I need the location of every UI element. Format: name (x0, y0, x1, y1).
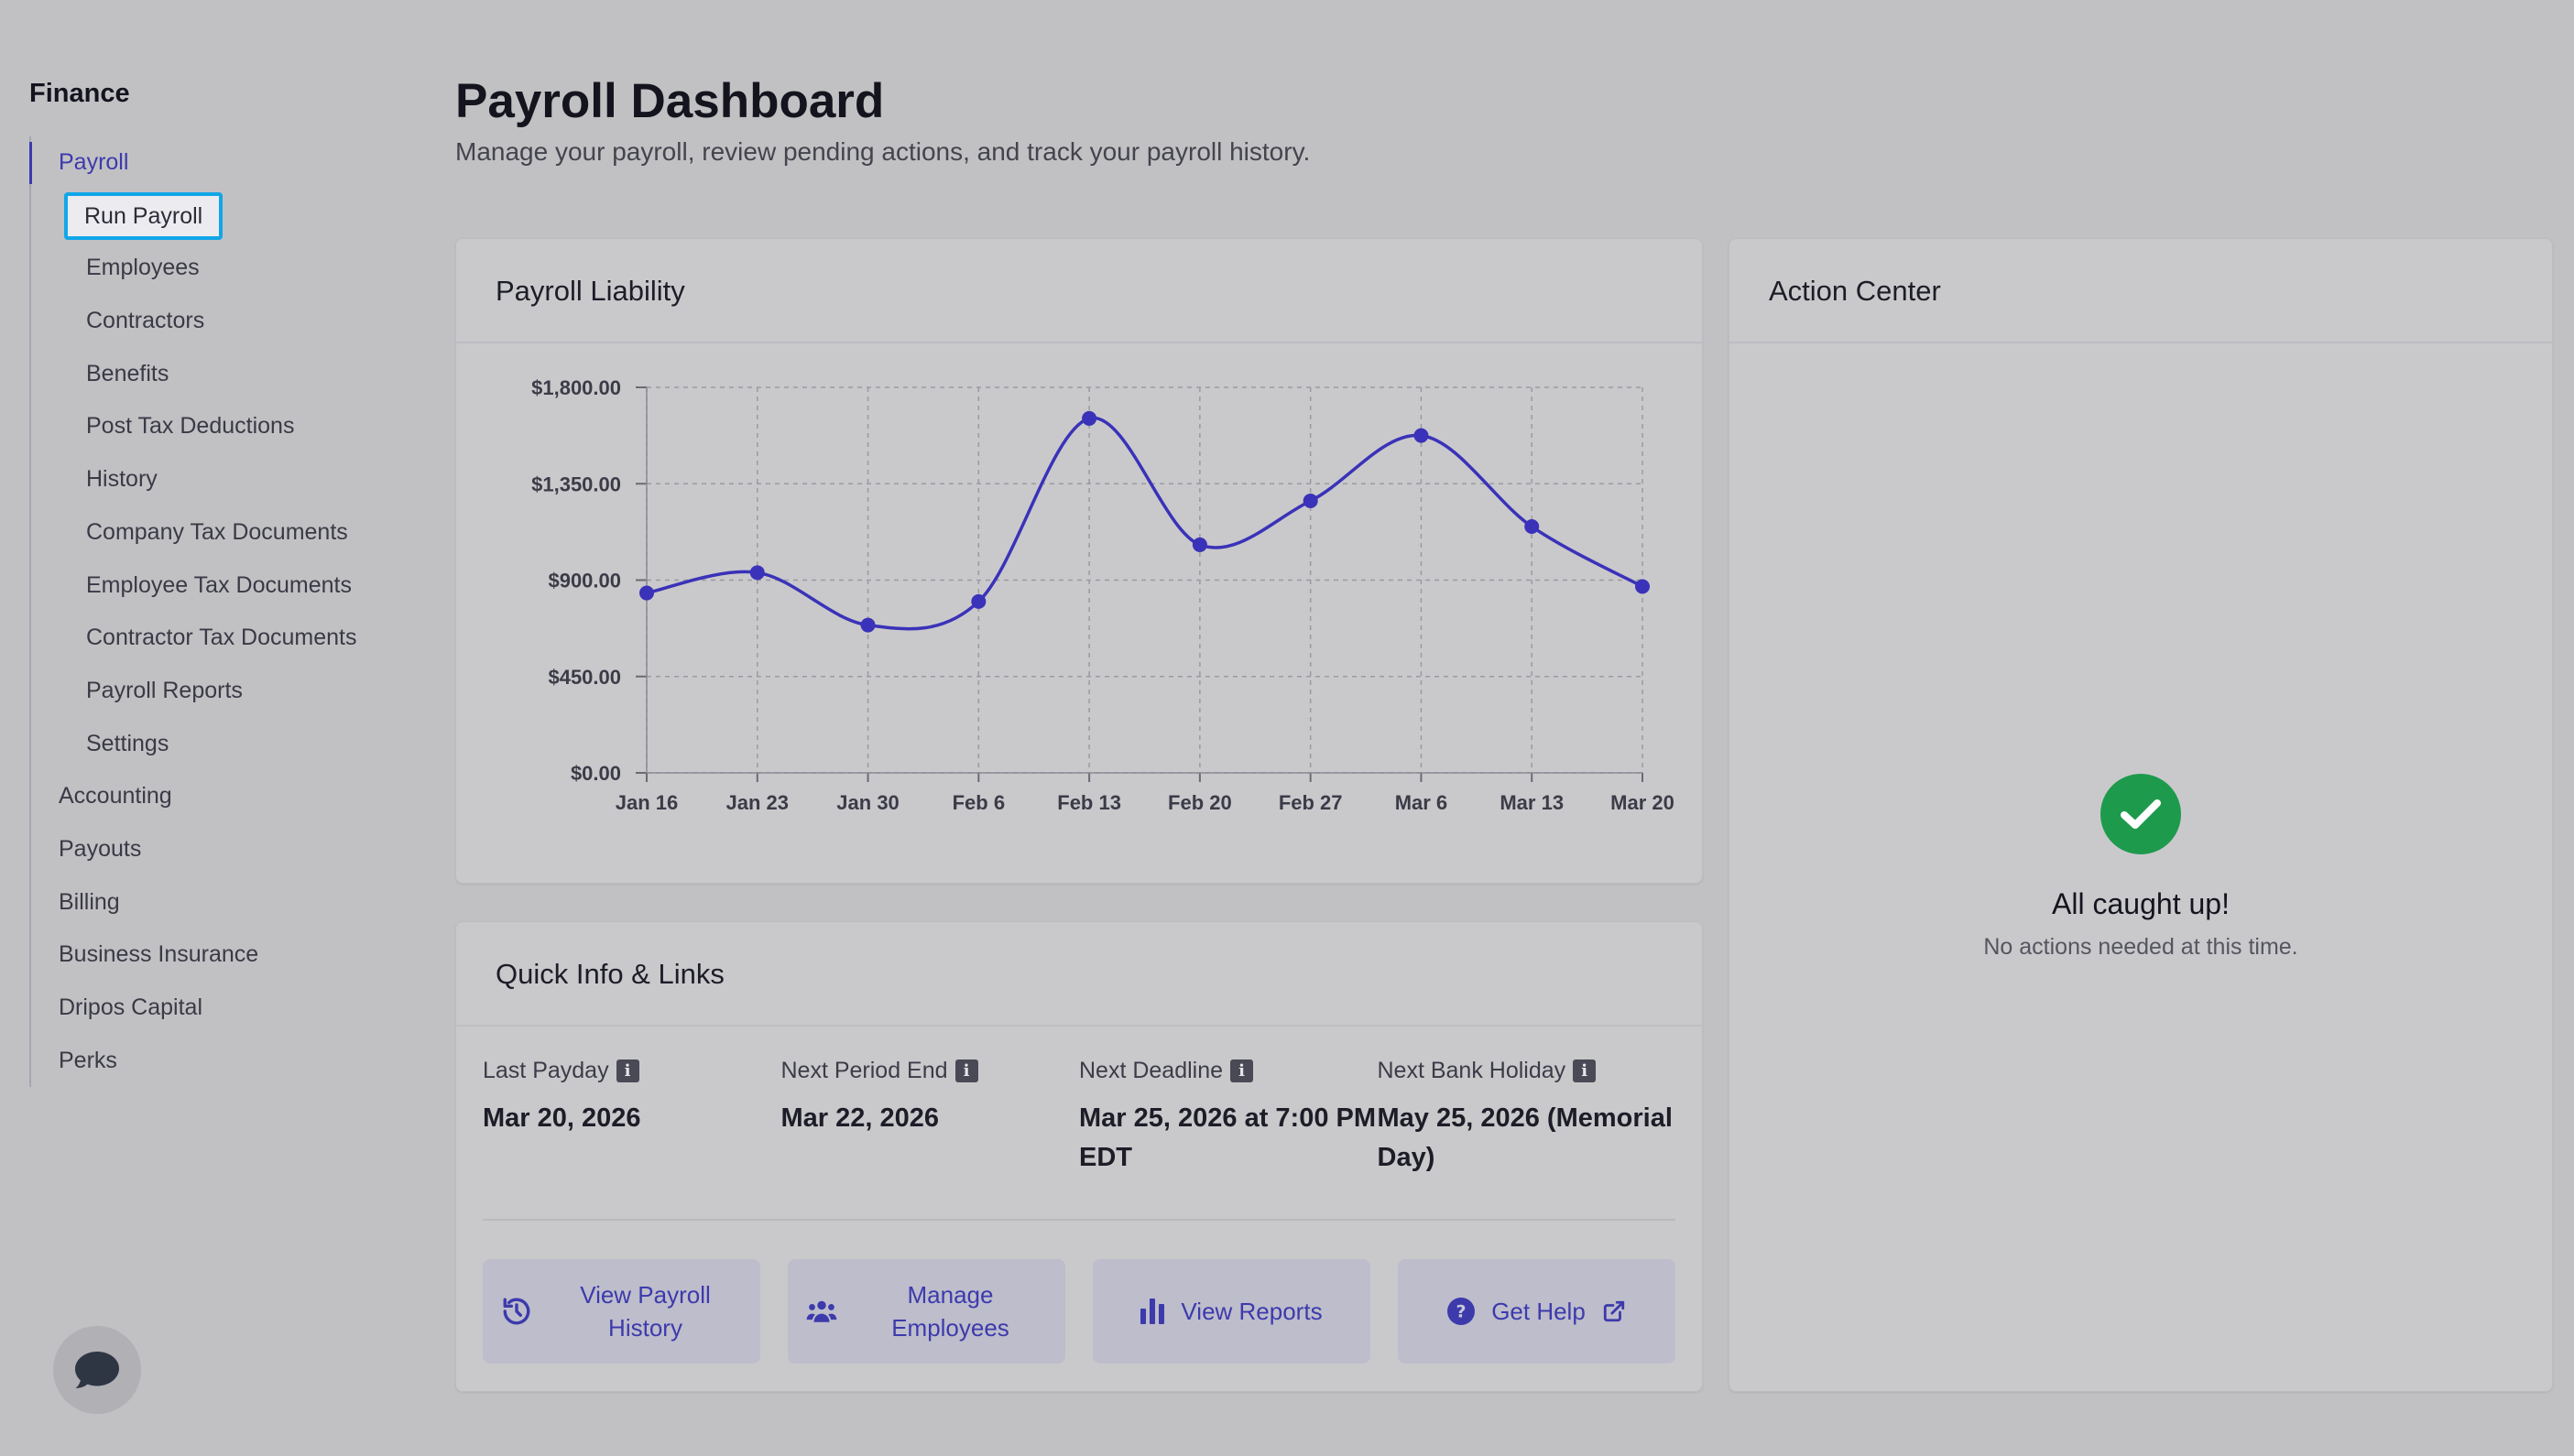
data-point (1413, 428, 1429, 443)
sidebar-item-billing[interactable]: Billing (59, 888, 120, 915)
empty-state: All caught up! No actions needed at this… (1729, 774, 2552, 961)
sidebar-item-perks[interactable]: Perks (59, 1047, 117, 1073)
quick-info-row: Last Payday i Mar 20, 2026 Next Period En… (483, 1058, 1675, 1178)
y-tick-label: $0.00 (571, 762, 621, 785)
data-point (1303, 493, 1318, 508)
info-value: Mar 22, 2026 (780, 1103, 940, 1133)
x-tick-label: Feb 27 (1279, 791, 1343, 814)
view-payroll-history-button[interactable]: View Payroll History (483, 1259, 760, 1364)
button-label: Get Help (1491, 1298, 1586, 1325)
sidebar-item-contractor-tax-documents[interactable]: Contractor Tax Documents (86, 625, 357, 651)
data-point (749, 565, 765, 581)
x-tick-label: Mar 13 (1500, 791, 1564, 814)
next-deadline-info: Next Deadline i Mar 25, 2026 at 7:00 PM E… (1079, 1058, 1378, 1178)
history-icon (503, 1298, 530, 1325)
sidebar-item-label: Run Payroll (64, 191, 224, 240)
info-label: Next Deadline (1079, 1058, 1224, 1083)
sidebar-item-dripos-capital[interactable]: Dripos Capital (59, 994, 203, 1020)
sidebar-item-run-payroll[interactable]: Run Payroll (31, 190, 414, 243)
finance-sidebar: Finance Payroll Run Payroll Employees Co… (29, 79, 414, 1088)
empty-state-title: All caught up! (2052, 887, 2230, 920)
card-title: Payroll Liability (456, 239, 1702, 343)
external-link-icon (1603, 1300, 1624, 1322)
y-tick-label: $900.00 (548, 570, 621, 592)
sidebar-item-settings[interactable]: Settings (86, 730, 169, 756)
data-point (860, 617, 876, 633)
last-payday-info: Last Payday i Mar 20, 2026 (483, 1058, 781, 1178)
card-title: Action Center (1729, 239, 2552, 343)
series-line (646, 416, 1643, 631)
data-point (639, 585, 654, 601)
info-value: Mar 20, 2026 (483, 1103, 641, 1133)
payroll-liability-chart: $0.00 $450.00 $900.00 $1,350.00 $1,800.00 Jan… (531, 376, 1674, 814)
manage-employees-button[interactable]: Manage Employees (788, 1259, 1065, 1364)
x-tick-label: Feb 20 (1168, 791, 1232, 814)
data-point (1524, 519, 1540, 535)
next-bank-holiday-info: Next Bank Holiday i May 25, 2026 (Memoria… (1378, 1058, 1676, 1178)
x-tick-label: Jan 23 (726, 791, 790, 814)
sidebar-nav: Payroll Run Payroll Employees Contractor… (29, 136, 414, 1088)
sidebar-item-payroll-reports[interactable]: Payroll Reports (86, 677, 243, 703)
button-label: View Payroll History (580, 1281, 711, 1342)
x-tick-label: Jan 16 (616, 791, 679, 814)
divider (483, 1219, 1675, 1221)
question-circle-icon: ? (1447, 1298, 1476, 1325)
sidebar-item-payouts[interactable]: Payouts (59, 835, 142, 862)
x-tick-label: Mar 20 (1610, 791, 1674, 814)
bar-chart-icon (1140, 1298, 1165, 1324)
y-tick-label: $1,800.00 (531, 376, 621, 399)
card-title: Quick Info & Links (456, 922, 1702, 1027)
y-tick-label: $1,350.00 (531, 473, 621, 495)
chat-button[interactable] (53, 1326, 141, 1414)
sidebar-item-post-tax-deductions[interactable]: Post Tax Deductions (86, 413, 295, 440)
page-subtitle: Manage your payroll, review pending acti… (455, 137, 1311, 166)
payroll-liability-card: Payroll Liability $0.00 $450.00 $900.00 $1,… (455, 238, 1703, 884)
sidebar-item-business-insurance[interactable]: Business Insurance (59, 941, 259, 968)
info-icon[interactable]: i (616, 1059, 639, 1082)
button-label: Manage Employees (891, 1281, 1009, 1342)
empty-state-subtitle: No actions needed at this time. (1983, 934, 2298, 960)
info-icon[interactable]: i (1573, 1059, 1597, 1082)
sidebar-item-benefits[interactable]: Benefits (86, 360, 169, 386)
quick-links: View Payroll History Manage Employees Vi… (483, 1259, 1675, 1364)
y-tick-label: $450.00 (548, 666, 621, 689)
view-reports-button[interactable]: View Reports (1093, 1259, 1370, 1364)
button-label: View Reports (1181, 1298, 1323, 1325)
sidebar-item-accounting[interactable]: Accounting (59, 783, 172, 809)
x-tick-label: Feb 13 (1057, 791, 1121, 814)
sidebar-item-payroll[interactable]: Payroll (29, 136, 414, 190)
next-period-end-info: Next Period End i Mar 22, 2026 (781, 1058, 1080, 1178)
info-icon[interactable]: i (1230, 1059, 1254, 1082)
data-point (971, 593, 987, 609)
svg-text:?: ? (1456, 1302, 1467, 1322)
sidebar-item-employee-tax-documents[interactable]: Employee Tax Documents (86, 571, 352, 598)
sidebar-item-company-tax-documents[interactable]: Company Tax Documents (86, 518, 348, 545)
x-tick-label: Jan 30 (836, 791, 900, 814)
data-point (1192, 537, 1207, 552)
info-label: Next Period End (780, 1058, 948, 1083)
info-icon[interactable]: i (954, 1059, 978, 1082)
page-title: Payroll Dashboard (455, 74, 885, 128)
info-value: Mar 25, 2026 at 7:00 PM EDT (1079, 1103, 1377, 1172)
chat-bubble-icon (75, 1352, 119, 1388)
get-help-button[interactable]: ? Get Help (1398, 1259, 1675, 1364)
x-tick-label: Feb 6 (953, 791, 1005, 814)
info-label: Last Payday (483, 1058, 609, 1083)
data-point (1082, 410, 1097, 426)
sidebar-item-contractors[interactable]: Contractors (86, 308, 205, 334)
quick-info-card: Quick Info & Links Last Payday i Mar 20, … (455, 921, 1703, 1392)
sidebar-title: Finance (29, 79, 130, 108)
info-label: Next Bank Holiday (1377, 1058, 1566, 1083)
x-tick-label: Mar 6 (1395, 791, 1447, 814)
data-point (1635, 579, 1650, 594)
check-circle-icon (2100, 774, 2181, 854)
sidebar-item-employees[interactable]: Employees (86, 255, 200, 281)
sidebar-item-history[interactable]: History (86, 466, 158, 493)
action-center-card: Action Center All caught up! No actions … (1729, 238, 2553, 1392)
users-icon (806, 1300, 837, 1322)
info-value: May 25, 2026 (Memorial Day) (1377, 1103, 1673, 1172)
